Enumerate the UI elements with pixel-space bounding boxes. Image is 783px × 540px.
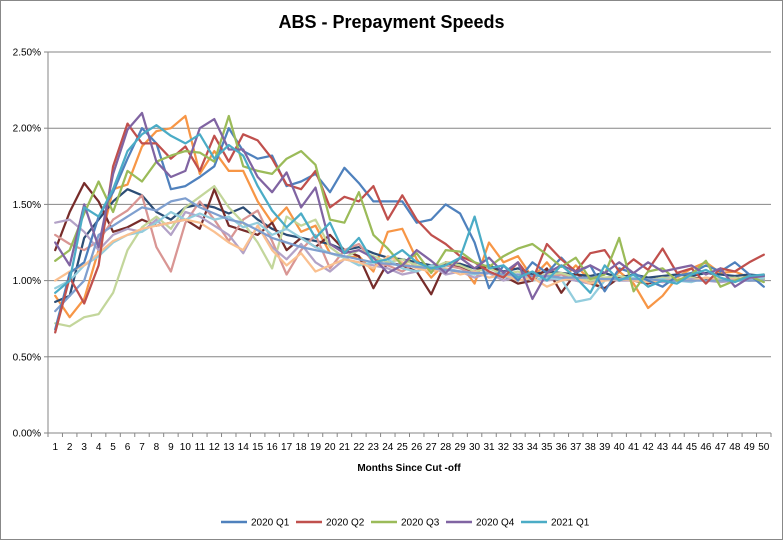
gridlines (44, 51, 771, 434)
legend-label: 2021 Q1 (551, 518, 590, 529)
y-tick-label: 0.50% (13, 352, 41, 363)
x-tick-label: 8 (154, 442, 160, 453)
x-tick-label: 14 (238, 442, 250, 453)
series-line (54, 114, 765, 319)
x-tick-label: 4 (96, 442, 102, 453)
x-tick-label: 20 (324, 442, 336, 453)
x-tick-labels: 1 2 3 4 5 6 7 8 9 10 11 12 13 14 15 16 17 18 19 20 21 22 23 24 2… (52, 442, 769, 453)
x-tick-label: 1 (52, 442, 58, 453)
x-tick-label: 10 (180, 442, 192, 453)
x-tick-label: 44 (671, 442, 683, 453)
y-tick-label: 2.50% (13, 48, 41, 59)
x-tick-label: 50 (758, 442, 770, 453)
x-tick-label: 24 (382, 442, 394, 453)
series-lines (54, 111, 765, 334)
axes (47, 52, 772, 437)
y-tick-label: 1.50% (13, 200, 41, 211)
x-tick-label: 28 (440, 442, 452, 453)
x-tick-label: 32 (498, 442, 510, 453)
legend-label: 2020 Q3 (401, 518, 440, 529)
series-line (54, 210, 765, 285)
x-tick-label: 26 (411, 442, 423, 453)
x-tick-label: 41 (628, 442, 640, 453)
y-tick-label: 1.00% (13, 276, 41, 287)
x-tick-label: 3 (81, 442, 87, 453)
series-line-2020-q2 (54, 122, 765, 334)
x-tick-label: 42 (643, 442, 655, 453)
y-tick-label: 2.00% (13, 124, 41, 135)
x-tick-label: 37 (570, 442, 582, 453)
series-line (54, 188, 765, 304)
x-tick-label: 38 (585, 442, 597, 453)
legend-label: 2020 Q1 (251, 518, 290, 529)
series-line-2021-q1 (54, 124, 765, 294)
x-tick-label: 2 (67, 442, 73, 453)
x-tick-label: 25 (397, 442, 409, 453)
y-tick-label: 0.00% (13, 429, 41, 440)
x-tick-label: 49 (744, 442, 756, 453)
x-tick-label: 6 (125, 442, 131, 453)
x-tick-label: 12 (209, 442, 221, 453)
x-axis-title: Months Since Cut -off (357, 463, 461, 474)
x-tick-label: 29 (455, 442, 467, 453)
x-tick-label: 17 (281, 442, 293, 453)
x-tick-label: 40 (614, 442, 626, 453)
x-tick-label: 36 (556, 442, 568, 453)
x-tick-label: 19 (310, 442, 322, 453)
x-tick-label: 21 (339, 442, 351, 453)
x-tick-label: 31 (483, 442, 495, 453)
x-tick-label: 48 (729, 442, 741, 453)
legend-label: 2020 Q4 (476, 518, 515, 529)
x-tick-label: 30 (469, 442, 481, 453)
x-tick-label: 16 (267, 442, 279, 453)
x-tick-label: 43 (657, 442, 669, 453)
legend: 2020 Q1 2020 Q2 2020 Q3 2020 Q4 2021 Q1 (221, 518, 590, 529)
x-tick-label: 34 (527, 442, 539, 453)
x-tick-label: 23 (368, 442, 380, 453)
x-tick-label: 7 (139, 442, 145, 453)
legend-label: 2020 Q2 (326, 518, 365, 529)
x-tick-label: 33 (512, 442, 524, 453)
x-tick-label: 47 (715, 442, 727, 453)
series-line-2020-q1 (54, 127, 765, 331)
chart-title: ABS - Prepayment Speeds (278, 12, 505, 32)
x-tick-label: 46 (700, 442, 712, 453)
x-tick-label: 11 (195, 442, 206, 453)
series-line-2020-q4 (54, 111, 765, 301)
x-tick-label: 35 (541, 442, 553, 453)
x-tick-label: 13 (223, 442, 235, 453)
x-tick-label: 39 (599, 442, 611, 453)
x-tick-label: 18 (295, 442, 307, 453)
x-tick-label: 22 (353, 442, 365, 453)
x-tick-label: 27 (426, 442, 438, 453)
x-tick-label: 15 (252, 442, 264, 453)
x-tick-label: 5 (110, 442, 116, 453)
x-tick-label: 45 (686, 442, 698, 453)
x-tick-label: 9 (168, 442, 174, 453)
y-tick-labels: 0.00% 0.50% 1.00% 1.50% 2.00% 2.50% (13, 48, 41, 440)
